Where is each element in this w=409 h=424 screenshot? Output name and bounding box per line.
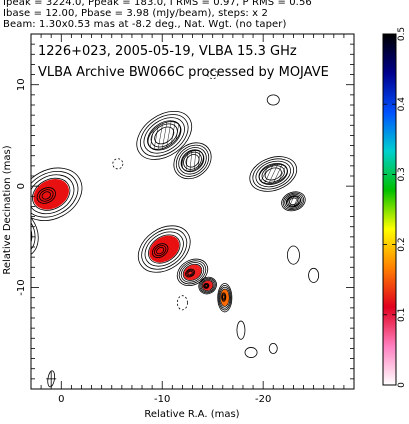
intensity-contour bbox=[143, 117, 185, 154]
intensity-contour bbox=[148, 234, 181, 264]
colorbar-ticks: 0 0.1 0.2 0.3 0.4 0.5 bbox=[383, 27, 407, 388]
intensity-contour bbox=[284, 193, 303, 209]
inner-contour bbox=[41, 191, 52, 200]
intensity-contour bbox=[180, 262, 205, 283]
intensity-contour bbox=[136, 110, 193, 160]
x-tick-label: -10 bbox=[154, 394, 170, 405]
source-component bbox=[217, 283, 233, 313]
intensity-contour bbox=[176, 258, 209, 287]
intensity-contour bbox=[137, 225, 191, 273]
colorbar-tick-label: 0 bbox=[397, 382, 407, 388]
x-axis-label: Relative R.A. (mas) bbox=[144, 409, 239, 420]
inner-contour bbox=[186, 269, 194, 277]
header-line-3: Beam: 1.30x0.53 mas at -8.2 deg., Nat. W… bbox=[3, 19, 287, 30]
intensity-contour bbox=[220, 288, 230, 307]
intensity-contour bbox=[173, 142, 212, 180]
hatched-region bbox=[285, 195, 301, 208]
intensity-contour bbox=[281, 191, 306, 212]
intensity-contour bbox=[140, 114, 189, 157]
intensity-contour bbox=[31, 167, 83, 221]
inner-contour bbox=[36, 187, 56, 204]
intensity-contour bbox=[252, 158, 295, 190]
colorbar-tick-label: 0.5 bbox=[397, 27, 407, 41]
intensity-contour bbox=[217, 283, 233, 313]
inner-contour bbox=[203, 282, 210, 289]
noise-contour bbox=[268, 342, 278, 354]
header-line-2: Ibase = 12.00, Pbase = 3.98 (mJy/beam), … bbox=[3, 8, 268, 19]
y-axis-label: Relative Decination (mas) bbox=[2, 145, 13, 274]
axis-ticks: 0 -10 -20 10 0 -10 bbox=[16, 33, 355, 405]
intensity-contour bbox=[141, 228, 188, 270]
inner-contour bbox=[187, 270, 193, 276]
noise-contour bbox=[236, 320, 246, 340]
chart-subtitle: VLBA Archive BW066C processed by MOJAVE bbox=[38, 65, 329, 80]
noise-contour bbox=[286, 245, 300, 265]
intensity-contour bbox=[175, 144, 210, 177]
y-tick-label: 10 bbox=[16, 78, 27, 91]
hatched-region bbox=[258, 163, 288, 185]
intensity-contour bbox=[178, 147, 207, 175]
plot-frame bbox=[30, 33, 355, 390]
source-component bbox=[281, 191, 306, 212]
noise-contour bbox=[266, 94, 280, 106]
hatched-region bbox=[147, 121, 181, 150]
colorbar-tick-label: 0.4 bbox=[397, 97, 407, 112]
inner-contour bbox=[156, 246, 165, 255]
intensity-contour bbox=[31, 204, 39, 259]
noise-contour bbox=[244, 347, 258, 358]
polarization-fill bbox=[33, 179, 70, 210]
colorbar-tick-label: 0.1 bbox=[397, 308, 407, 322]
intensity-contour bbox=[218, 284, 232, 311]
inner-contour bbox=[39, 189, 54, 202]
beam-ellipse bbox=[47, 370, 56, 388]
y-tick-label: 0 bbox=[16, 183, 27, 189]
intensity-contour bbox=[249, 156, 298, 192]
intensity-contour bbox=[201, 280, 214, 292]
inner-contour bbox=[203, 283, 209, 289]
colorbar bbox=[382, 33, 397, 386]
source-component bbox=[249, 156, 298, 192]
source-component bbox=[137, 225, 191, 273]
x-tick-label: -20 bbox=[255, 394, 271, 405]
inner-contour bbox=[222, 294, 226, 300]
hatched-region bbox=[181, 150, 204, 172]
intensity-contour bbox=[198, 276, 217, 295]
intensity-contour bbox=[199, 277, 216, 294]
negative-contour bbox=[1, 338, 9, 350]
source-component bbox=[136, 110, 193, 160]
intensity-contour bbox=[32, 177, 71, 211]
colorbar-tick-label: 0.2 bbox=[397, 237, 407, 251]
source-component bbox=[31, 204, 39, 259]
y-tick-label: -10 bbox=[16, 279, 27, 295]
intensity-contour bbox=[144, 231, 184, 267]
inner-contour bbox=[185, 268, 196, 278]
intensity-contour bbox=[31, 170, 79, 218]
negative-contour bbox=[207, 70, 219, 80]
inner-contour bbox=[204, 284, 208, 288]
noise-contour bbox=[308, 267, 320, 283]
negative-contour bbox=[112, 158, 124, 170]
header-line-1: Ipeak = 3224.0, Ppeak = 183.0, I RMS = 0… bbox=[3, 0, 312, 8]
x-tick-label: 0 bbox=[58, 394, 64, 405]
intensity-contour bbox=[182, 263, 203, 281]
inner-contour bbox=[221, 293, 226, 301]
chart-title: 1226+023, 2005-05-19, VLBA 15.3 GHz bbox=[38, 44, 297, 59]
inner-contour bbox=[152, 243, 169, 258]
intensity-contour bbox=[255, 160, 291, 188]
map-data-layer bbox=[1, 70, 320, 388]
intensity-contour bbox=[31, 174, 75, 215]
colorbar-tick-label: 0.3 bbox=[397, 167, 407, 181]
intensity-contour bbox=[282, 192, 305, 211]
intensity-contour bbox=[219, 286, 231, 309]
source-component bbox=[173, 142, 212, 180]
negative-contour bbox=[176, 295, 188, 311]
intensity-contour bbox=[200, 278, 215, 293]
inner-contour bbox=[221, 292, 227, 302]
inner-contour bbox=[154, 245, 167, 257]
source-component bbox=[176, 258, 209, 287]
source-component bbox=[198, 276, 217, 295]
intensity-contour bbox=[178, 260, 207, 285]
source-component bbox=[31, 167, 83, 221]
